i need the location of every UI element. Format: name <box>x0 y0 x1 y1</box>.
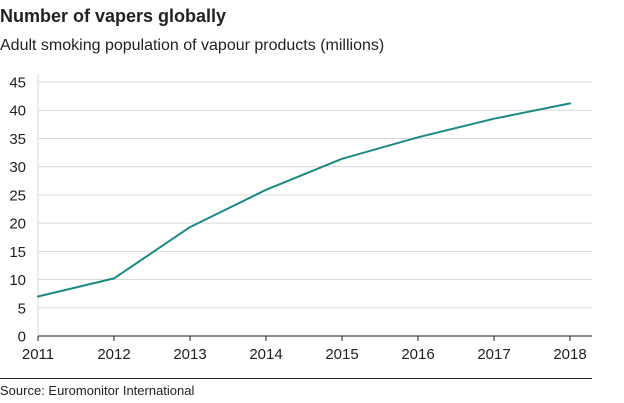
line-chart: 0 5 10 15 20 25 30 35 40 45 2011 2012 2013 2014 2015 20… <box>9 74 592 363</box>
series-line <box>37 102 571 298</box>
source-divider <box>0 378 592 379</box>
x-tick-label: 2016 <box>401 346 434 363</box>
x-tick-label: 2015 <box>325 346 358 363</box>
x-tick-label: 2014 <box>249 346 282 363</box>
x-tick-label: 2013 <box>173 346 206 363</box>
y-tick-label: 5 <box>18 300 26 317</box>
y-tick-label: 10 <box>9 272 26 289</box>
y-tick-label: 30 <box>9 159 26 176</box>
source-note: Source: Euromonitor International <box>0 383 195 398</box>
y-tick-label: 15 <box>9 244 26 261</box>
x-tick-label: 2017 <box>477 346 510 363</box>
y-tick-label: 45 <box>9 75 26 92</box>
chart-subtitle: Adult smoking population of vapour produ… <box>0 37 385 54</box>
y-tick-label: 0 <box>18 329 26 346</box>
x-tick-label: 2011 <box>22 346 54 363</box>
y-tick-label: 25 <box>9 187 26 204</box>
y-tick-label: 40 <box>9 103 26 120</box>
y-tick-label: 20 <box>9 216 26 233</box>
y-tick-label: 35 <box>9 131 26 148</box>
x-tick-label: 2012 <box>97 346 130 363</box>
chart-title: Number of vapers globally <box>0 6 227 26</box>
x-tick-label: 2018 <box>553 346 586 363</box>
